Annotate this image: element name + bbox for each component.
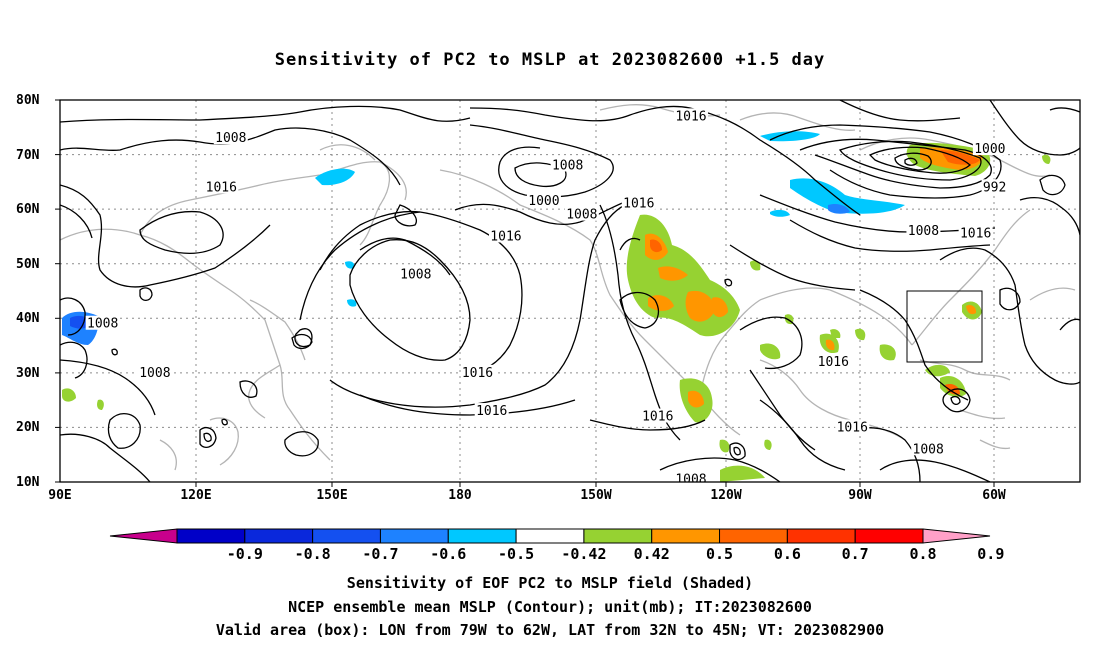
contour-label-21: 1008 xyxy=(913,442,944,457)
contour-label-7: 1008 xyxy=(566,208,597,223)
colorbar-label-3: -0.6 xyxy=(430,545,466,563)
negative-shading xyxy=(62,131,905,345)
colorbar-bin-9 xyxy=(786,528,856,544)
contour-label-bg xyxy=(137,364,172,379)
contour-label-18: 1016 xyxy=(960,227,991,242)
contour-label-16: 992 xyxy=(983,180,1006,195)
lon-label-90w: 90W xyxy=(848,488,872,503)
contour-label-0: 1008 xyxy=(215,131,246,146)
lon-label-90e: 90E xyxy=(48,488,71,503)
contour-label-5: 1008 xyxy=(552,158,583,173)
contour-label-bg xyxy=(526,192,561,207)
colorbar-extend-low xyxy=(109,528,178,544)
colorbar-label-1: -0.8 xyxy=(295,545,331,563)
colorbar-label-5: -0.42 xyxy=(561,545,606,563)
contour-label-8: 1016 xyxy=(623,197,654,212)
caption-line-3: Valid area (box): LON from 79W to 62W, L… xyxy=(215,621,885,639)
colorbar-label-0: -0.9 xyxy=(227,545,263,563)
contour-label-bg xyxy=(550,157,585,172)
colorbar-bin-10 xyxy=(854,528,924,544)
contour-labels: 1008 1016 1008 1008 1008 1008 1000 1008 1016 1016… xyxy=(85,108,1008,487)
lon-label-150w: 150W xyxy=(580,488,611,503)
lat-label-40n: 40N xyxy=(16,311,40,326)
valid-area-box xyxy=(906,290,983,363)
contour-label-6: 1000 xyxy=(528,194,559,209)
colorbar: -0.9 -0.8 -0.7 -0.6 -0.5 -0.42 0.42 0.5 0.6 0.7 0.… xyxy=(109,528,1004,563)
colorbar-label-11: 0.9 xyxy=(977,545,1004,563)
contour-label-11: 1016 xyxy=(476,404,507,419)
contour-label-10: 1016 xyxy=(462,366,493,381)
contour-label-bg xyxy=(488,228,523,243)
colorbar-extend-high xyxy=(922,528,991,544)
lat-label-60n: 60N xyxy=(16,202,40,217)
colorbar-label-9: 0.7 xyxy=(842,545,869,563)
contour-label-bg xyxy=(85,315,120,330)
lat-label-10n: 10N xyxy=(16,475,40,490)
contour-label-bg xyxy=(673,108,708,123)
contour-label-bg xyxy=(816,353,851,368)
caption-line-2: NCEP ensemble mean MSLP (Contour); unit(… xyxy=(288,598,812,616)
colorbar-bin-2 xyxy=(312,528,381,544)
contour-label-2: 1008 xyxy=(87,317,118,332)
contour-label-bg xyxy=(972,141,1007,156)
contour-label-bg xyxy=(673,471,708,482)
colorbar-bin-7 xyxy=(651,528,721,544)
chart-title: Sensitivity of PC2 to MSLP at 2023082600… xyxy=(274,50,826,70)
lon-label-180: 180 xyxy=(448,488,472,503)
contour-label-14: 1008 xyxy=(675,472,706,487)
lon-axis: 90E 120E 150E 180 150W 120W 90W 60W xyxy=(48,482,1006,503)
colorbar-label-2: -0.7 xyxy=(362,545,398,563)
contour-label-1: 1016 xyxy=(206,180,237,195)
contour-label-17: 1008 xyxy=(908,224,939,239)
contour-label-bg xyxy=(981,179,1008,194)
lat-label-70n: 70N xyxy=(16,148,40,163)
contour-label-bg xyxy=(906,222,941,237)
contour-label-20: 1016 xyxy=(837,420,868,435)
contour-label-bg xyxy=(460,364,495,379)
colorbar-bin-6 xyxy=(583,528,653,544)
map-content: 1008 1016 1008 1008 1008 1008 1000 1008 1016 1016… xyxy=(60,100,1080,487)
contour-label-bg xyxy=(564,206,599,221)
contour-label-19: 1016 xyxy=(818,355,849,370)
contour-label-bg xyxy=(958,225,993,240)
contour-label-3: 1008 xyxy=(139,366,170,381)
colorbar-bin-1 xyxy=(244,528,314,544)
contour-label-bg xyxy=(835,419,870,434)
contour-label-4: 1008 xyxy=(400,268,431,283)
colorbar-label-8: 0.6 xyxy=(774,545,801,563)
contour-label-bg xyxy=(204,179,239,194)
contour-label-bg xyxy=(640,408,675,423)
contour-label-12: 1016 xyxy=(675,109,706,124)
map-frame xyxy=(59,99,1081,483)
colorbar-bin-5 xyxy=(515,528,585,544)
lat-label-80n: 80N xyxy=(16,93,40,108)
colorbar-label-4: -0.5 xyxy=(498,545,534,563)
contour-label-9: 1016 xyxy=(490,229,521,244)
contour-label-bg xyxy=(621,195,656,210)
lat-label-20n: 20N xyxy=(16,420,40,435)
colorbar-bin-8 xyxy=(719,528,788,544)
colorbar-label-10: 0.8 xyxy=(909,545,936,563)
colorbar-label-6: 0.42 xyxy=(634,545,670,563)
colorbar-bin-3 xyxy=(379,528,449,544)
contour-label-bg xyxy=(398,266,433,281)
colorbar-bin-4 xyxy=(447,528,517,544)
colorbar-label-7: 0.5 xyxy=(706,545,733,563)
lon-label-120e: 120E xyxy=(180,488,211,503)
lon-label-60w: 60W xyxy=(982,488,1006,503)
mslp-contours xyxy=(60,100,1080,482)
caption-line-1: Sensitivity of EOF PC2 to MSLP field (Sh… xyxy=(346,574,754,592)
lon-label-120w: 120W xyxy=(710,488,741,503)
colorbar-bin-0 xyxy=(176,528,246,544)
lon-label-150e: 150E xyxy=(316,488,347,503)
lat-label-30n: 30N xyxy=(16,366,40,381)
contour-label-13: 1016 xyxy=(642,410,673,425)
lat-axis: 80N 70N 60N 50N 40N 30N 20N 10N xyxy=(16,93,60,490)
contour-label-bg xyxy=(474,403,509,418)
contour-label-15: 1000 xyxy=(974,142,1005,157)
contour-label-bg xyxy=(213,130,248,145)
contour-label-bg xyxy=(911,441,946,456)
lat-label-50n: 50N xyxy=(16,257,40,272)
